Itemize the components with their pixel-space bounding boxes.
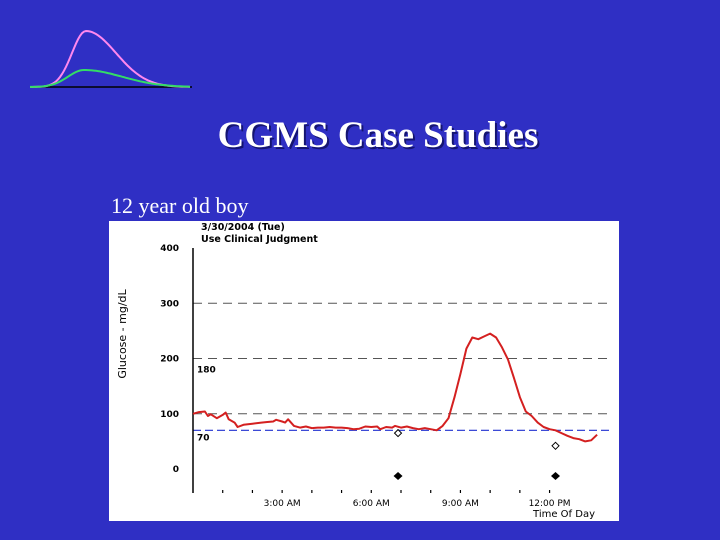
x-tick-label: 9:00 AM: [442, 499, 479, 509]
x-tick-label: 12:00 PM: [529, 499, 571, 509]
low-limit-label: 70: [197, 433, 210, 443]
y-tick-label-200: 200: [160, 355, 179, 365]
glucose-chart: 3/30/2004 (Tue) Use Clinical Judgment Gl…: [116, 222, 609, 520]
event-marker: [551, 472, 561, 480]
x-axis-label: Time Of Day: [532, 509, 595, 520]
fingerstick-marker: [551, 441, 560, 451]
event-marker: [393, 472, 403, 480]
y-tick-label-300: 300: [160, 299, 179, 309]
chart-header-note: Use Clinical Judgment: [201, 234, 318, 245]
glucose-chart-panel: 3/30/2004 (Tue) Use Clinical Judgment Gl…: [109, 221, 619, 521]
y-tick-label-100: 100: [160, 410, 179, 420]
high-limit-label: 180: [197, 366, 216, 376]
y-tick-label-0: 0: [173, 465, 179, 475]
glucose-series-line: [192, 332, 598, 443]
slide-subtitle: 12 year old boy: [111, 193, 249, 218]
chart-header-date: 3/30/2004 (Tue): [201, 222, 285, 233]
y-axis-label: Glucose - mg/dL: [116, 288, 129, 378]
x-tick-label: 6:00 AM: [353, 499, 390, 509]
fingerstick-marker: [393, 428, 403, 438]
y-tick-label-400: 400: [160, 244, 179, 254]
slide-title: CGMS Case Studies: [217, 115, 539, 156]
glucose-curves-icon: [30, 29, 192, 88]
x-tick-label: 3:00 AM: [264, 499, 301, 509]
